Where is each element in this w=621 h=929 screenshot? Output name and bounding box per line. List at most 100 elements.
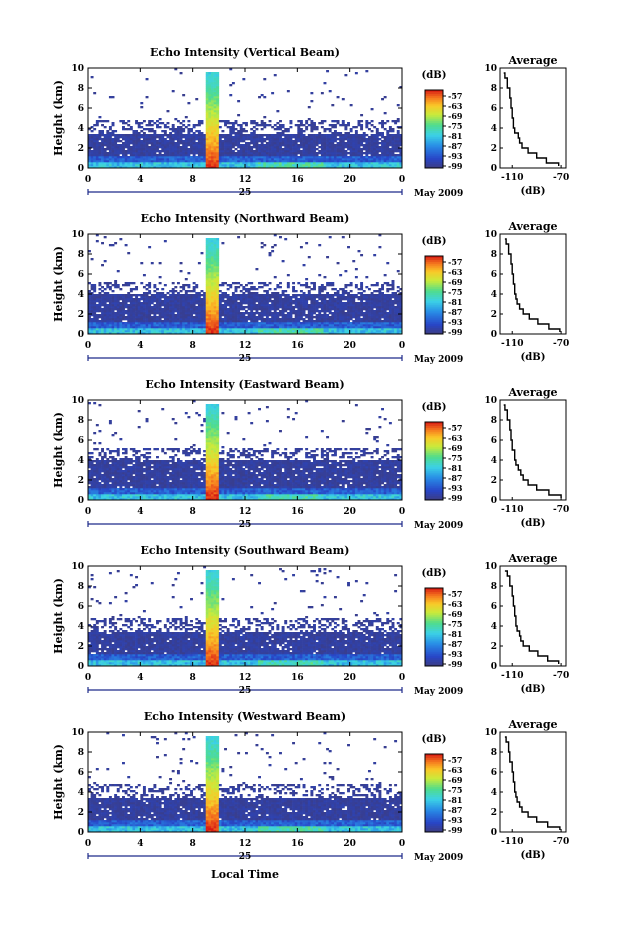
heatmap-cell	[367, 144, 371, 147]
heatmap-cell	[281, 166, 285, 169]
heatmap-cell	[323, 158, 327, 161]
heatmap-cell	[90, 330, 94, 333]
heatmap-cell	[213, 306, 217, 309]
heatmap-cell	[161, 162, 165, 165]
heatmap-cell	[341, 150, 345, 153]
heatmap-cell	[213, 260, 217, 263]
heatmap-cell	[95, 158, 99, 161]
heatmap-cell	[90, 322, 94, 325]
heatmap-cell	[255, 156, 259, 159]
heatmap-cell	[208, 286, 212, 289]
heatmap-cell	[307, 294, 311, 297]
heatmap-cell	[302, 314, 306, 317]
heatmap-cell	[313, 126, 316, 129]
heatmap-cell	[103, 292, 107, 295]
heatmap-cell	[208, 280, 212, 283]
heatmap-cell	[190, 322, 193, 325]
heatmap-cell	[200, 252, 204, 255]
heatmap-cell	[265, 294, 269, 297]
heatmap-cell	[339, 150, 343, 153]
heatmap-cell	[129, 326, 133, 329]
heatmap-cell	[367, 136, 371, 139]
heatmap-cell	[297, 294, 301, 297]
heatmap-cell	[213, 104, 217, 107]
colorbar-segment	[425, 146, 443, 149]
heatmap-cell	[95, 124, 99, 127]
heatmap-cell	[399, 160, 403, 163]
heatmap-cell	[166, 300, 170, 303]
heatmap-cell	[140, 310, 144, 313]
heatmap-cell	[205, 148, 209, 151]
heatmap-cell	[336, 122, 340, 125]
heatmap-cell	[315, 148, 319, 151]
heatmap-cell	[166, 152, 170, 155]
heatmap-cell	[297, 126, 301, 129]
heatmap-cell	[229, 306, 233, 309]
heatmap-cell	[90, 318, 94, 321]
heatmap-cell	[333, 120, 337, 123]
heatmap-cell	[116, 324, 120, 327]
heatmap-cell	[226, 318, 230, 321]
heatmap-cell	[216, 132, 220, 135]
heatmap-cell	[166, 298, 170, 301]
heatmap-cell	[294, 316, 298, 319]
heatmap-cell	[307, 314, 311, 317]
heatmap-cell	[323, 308, 327, 311]
heatmap-cell	[310, 124, 314, 127]
heatmap-cell	[357, 138, 361, 141]
heatmap-cell	[221, 140, 225, 143]
heatmap-cell	[315, 144, 319, 147]
heatmap-cell	[258, 318, 261, 321]
heatmap-cell	[273, 244, 277, 247]
heatmap-cell	[169, 162, 173, 165]
heatmap-cell	[171, 292, 175, 295]
heatmap-cell	[260, 282, 264, 285]
heatmap-cell	[205, 238, 209, 241]
heatmap-cell	[255, 288, 259, 291]
heatmap-cell	[367, 146, 371, 149]
heatmap-cell	[90, 140, 94, 143]
heatmap-cell	[250, 308, 254, 311]
heatmap-cell	[148, 166, 152, 169]
heatmap-cell	[258, 294, 261, 297]
heatmap-cell	[208, 240, 212, 243]
heatmap-cell	[224, 314, 227, 317]
heatmap-cell	[394, 134, 398, 137]
heatmap-cell	[216, 278, 220, 281]
heatmap-cell	[182, 120, 186, 123]
heatmap-cell	[197, 132, 201, 135]
heatmap-cell	[224, 322, 227, 325]
heatmap-cell	[258, 304, 261, 307]
heatmap-cell	[116, 304, 120, 307]
heatmap-cell	[93, 290, 97, 293]
heatmap-cell	[276, 146, 280, 149]
heatmap-cell	[127, 330, 131, 333]
heatmap-cell	[231, 82, 235, 85]
heatmap-cell	[362, 158, 366, 161]
heatmap-cell	[271, 152, 275, 155]
heatmap-cell	[318, 324, 322, 327]
heatmap-cell	[255, 268, 259, 271]
heatmap-cell	[197, 306, 201, 309]
heatmap-cell	[153, 146, 157, 149]
heatmap-cell	[93, 164, 97, 167]
heatmap-cell	[313, 294, 316, 297]
heatmap-cell	[367, 158, 371, 161]
heatmap-cell	[216, 298, 220, 301]
heatmap-cell	[231, 312, 235, 315]
heatmap-cell	[258, 312, 261, 315]
heatmap-cell	[145, 124, 149, 127]
heatmap-cell	[265, 160, 269, 163]
heatmap-cell	[307, 134, 311, 137]
heatmap-cell	[336, 144, 340, 147]
heatmap-cell	[286, 142, 290, 145]
heatmap-cell	[90, 138, 94, 141]
heatmap-cell	[297, 308, 301, 311]
heatmap-cell	[124, 294, 128, 297]
heatmap-cell	[192, 302, 196, 305]
heatmap-cell	[216, 250, 220, 253]
heatmap-cell	[344, 318, 348, 321]
heatmap-cell	[331, 330, 335, 333]
heatmap-cell	[242, 164, 246, 167]
heatmap-cell	[328, 302, 332, 305]
